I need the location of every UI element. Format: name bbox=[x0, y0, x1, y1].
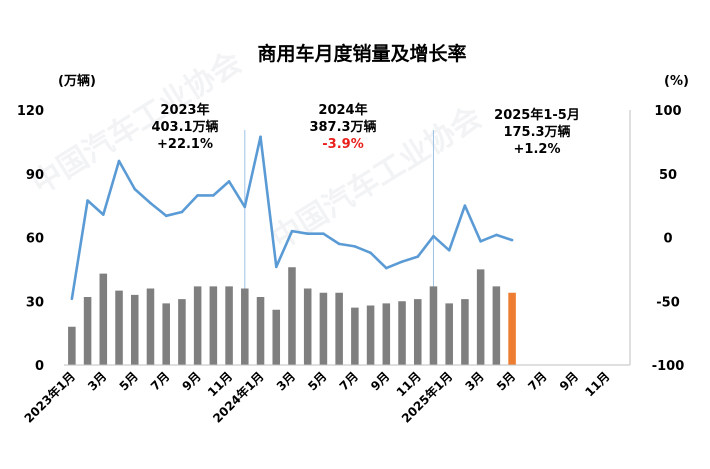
right-tick-100: 100 bbox=[654, 104, 681, 119]
growth-point-13 bbox=[259, 135, 262, 139]
growth-point-8 bbox=[180, 210, 184, 214]
growth-point-15 bbox=[290, 229, 294, 233]
annotation-2-line-3: -3.9% bbox=[322, 137, 363, 152]
growth-point-11 bbox=[227, 180, 231, 183]
right-tick--100: -100 bbox=[652, 359, 685, 374]
annotation-1-line-3: +22.1% bbox=[157, 137, 213, 152]
growth-point-17 bbox=[322, 232, 325, 235]
x-tick-4: 7月 bbox=[148, 369, 172, 393]
x-tick-3: 5月 bbox=[117, 369, 141, 393]
growth-point-12 bbox=[243, 205, 247, 209]
bar-13 bbox=[256, 297, 265, 365]
growth-line-series bbox=[70, 135, 514, 301]
right-tick-0: 0 bbox=[663, 232, 672, 247]
growth-point-4 bbox=[117, 159, 121, 163]
right-axis-unit: (%) bbox=[664, 74, 689, 89]
growth-point-5 bbox=[133, 187, 137, 191]
growth-point-1 bbox=[70, 297, 74, 301]
x-tick-11: 9月 bbox=[368, 369, 392, 393]
growth-point-23 bbox=[416, 255, 420, 258]
growth-point-16 bbox=[306, 232, 309, 235]
x-tick-2: 3月 bbox=[85, 369, 109, 393]
x-tick-18: 11月 bbox=[582, 369, 612, 399]
bar-10 bbox=[209, 286, 218, 365]
growth-point-29 bbox=[510, 238, 514, 242]
bar-12 bbox=[241, 288, 249, 365]
annotation-1-line-1: 2023年 bbox=[160, 102, 209, 118]
bar-24 bbox=[429, 286, 438, 365]
bar-3 bbox=[99, 273, 108, 365]
bar-27 bbox=[476, 269, 485, 365]
growth-point-18 bbox=[337, 242, 341, 246]
x-tick-15: 5月 bbox=[494, 369, 518, 393]
growth-point-22 bbox=[400, 260, 404, 264]
bar-6 bbox=[146, 288, 155, 365]
annotation-1-line-2: 403.1万辆 bbox=[151, 119, 218, 135]
bar-26 bbox=[461, 299, 469, 365]
growth-point-25 bbox=[447, 248, 451, 252]
x-tick-16: 7月 bbox=[525, 369, 549, 393]
growth-point-21 bbox=[385, 266, 388, 270]
x-tick-8: 3月 bbox=[274, 369, 298, 393]
bar-19 bbox=[351, 307, 359, 365]
growth-point-7 bbox=[164, 214, 168, 218]
growth-point-14 bbox=[274, 265, 278, 269]
annotation-3-line-2: 175.3万辆 bbox=[503, 124, 570, 140]
left-axis-unit: (万辆) bbox=[58, 73, 96, 89]
left-tick-30: 30 bbox=[26, 295, 44, 310]
x-tick-9: 5月 bbox=[305, 369, 329, 393]
annotation-2-line-1: 2024年 bbox=[318, 102, 367, 118]
growth-point-9 bbox=[196, 194, 199, 197]
bar-14 bbox=[272, 309, 281, 365]
bar-17 bbox=[319, 292, 328, 365]
bar-22 bbox=[398, 301, 406, 365]
bar-11 bbox=[225, 286, 233, 365]
bar-28 bbox=[492, 286, 501, 365]
bar-18 bbox=[335, 292, 343, 365]
bar-23 bbox=[413, 299, 422, 365]
growth-point-19 bbox=[353, 245, 357, 248]
bar-20 bbox=[366, 305, 375, 365]
bar-series bbox=[68, 267, 516, 365]
bar-5 bbox=[130, 294, 139, 365]
left-tick-120: 120 bbox=[17, 104, 44, 119]
x-tick-17: 9月 bbox=[557, 369, 581, 393]
bar-7 bbox=[162, 303, 170, 365]
growth-point-26 bbox=[463, 204, 467, 207]
bar-21 bbox=[382, 303, 391, 365]
growth-point-27 bbox=[479, 240, 482, 243]
growth-point-6 bbox=[149, 201, 152, 205]
bar-8 bbox=[178, 299, 186, 365]
x-tick-10: 7月 bbox=[337, 369, 361, 393]
bar-9 bbox=[193, 286, 202, 365]
x-tick-5: 9月 bbox=[179, 369, 203, 393]
growth-point-2 bbox=[86, 199, 89, 202]
x-tick-14: 3月 bbox=[462, 369, 486, 393]
bar-29 bbox=[508, 292, 516, 365]
annotation-2-line-2: 387.3万辆 bbox=[309, 119, 376, 135]
left-tick-90: 90 bbox=[26, 168, 44, 183]
right-tick--50: -50 bbox=[656, 295, 680, 310]
chart-title: 商用车月度销量及增长率 bbox=[257, 42, 466, 65]
growth-point-10 bbox=[212, 194, 215, 197]
bar-16 bbox=[303, 288, 312, 365]
left-tick-60: 60 bbox=[26, 232, 44, 247]
bar-2 bbox=[83, 297, 92, 365]
growth-point-28 bbox=[495, 233, 498, 237]
bar-15 bbox=[288, 267, 296, 365]
bar-25 bbox=[445, 303, 453, 365]
bar-1 bbox=[68, 326, 76, 365]
left-tick-0: 0 bbox=[35, 359, 44, 374]
right-tick-50: 50 bbox=[659, 168, 677, 183]
x-tick-1: 2023年1月 bbox=[21, 369, 78, 426]
growth-point-20 bbox=[369, 251, 372, 255]
annotation-3-line-1: 2025年1-5月 bbox=[494, 107, 580, 123]
growth-point-24 bbox=[432, 234, 435, 238]
growth-point-3 bbox=[102, 213, 105, 216]
bar-4 bbox=[115, 290, 123, 365]
annotation-3-line-3: +1.2% bbox=[514, 142, 561, 157]
